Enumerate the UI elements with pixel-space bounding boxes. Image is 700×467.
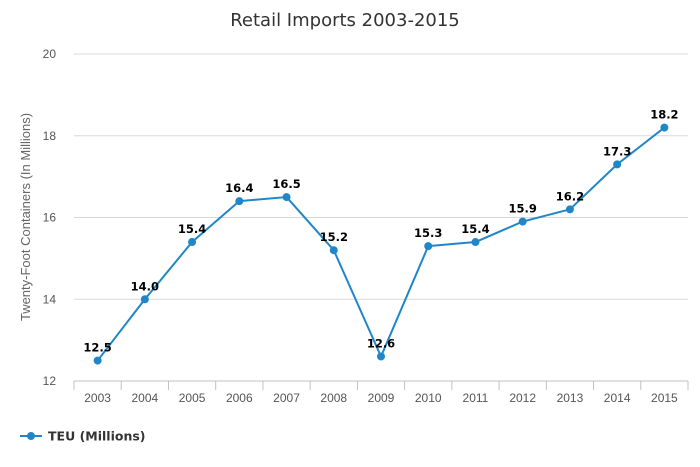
x-tick-label: 2003 [84,391,111,405]
data-label: 15.2 [320,230,348,244]
data-point [188,238,197,247]
chart-title: Retail Imports 2003-2015 [230,10,460,31]
x-tick-label: 2015 [651,391,678,405]
data-point [565,205,574,214]
data-label: 17.3 [603,144,631,158]
y-tick-label: 18 [43,129,57,143]
y-axis: 12 14 16 18 20 [43,47,57,388]
y-tick-label: 12 [43,374,57,388]
data-label: 15.3 [414,226,442,240]
data-point [93,356,102,365]
gridlines [74,53,688,300]
x-tick-label: 2005 [179,391,206,405]
data-label: 15.4 [461,222,489,236]
data-point [329,246,338,255]
data-label: 15.9 [509,202,537,216]
data-point [660,123,669,132]
x-axis: 2003 2004 2005 2006 2007 2008 2009 2010 2011 2012… [73,380,689,405]
data-point [235,197,244,206]
data-label: 18.2 [650,108,678,122]
x-tick-label: 2011 [463,391,489,405]
data-label: 12.5 [83,341,111,355]
data-point [282,193,291,202]
data-label: 15.4 [178,222,206,236]
x-tick-label: 2012 [509,391,536,405]
y-tick-label: 14 [43,292,57,306]
x-tick-label: 2009 [368,391,395,405]
data-point [613,160,622,169]
series-line [96,126,665,362]
legend-marker-icon [27,432,35,440]
y-tick-label: 20 [43,47,57,61]
data-label: 16.5 [272,177,300,191]
legend[interactable]: TEU (Millions) [20,429,146,444]
x-tick-label: 2004 [131,391,158,405]
data-label: 16.2 [556,189,584,203]
data-point [518,217,527,226]
data-point [377,352,385,361]
x-tick-label: 2008 [320,391,347,405]
data-point [424,242,433,251]
x-tick-label: 2013 [557,391,584,405]
data-label: 16.4 [225,181,253,195]
x-tick-label: 2010 [415,391,442,405]
data-point [140,295,149,304]
x-tick-label: 2014 [604,391,631,405]
data-point [471,238,480,247]
y-axis-title: Twenty-Foot Containers (In Millions) [18,113,33,321]
legend-label: TEU (Millions) [48,429,146,444]
x-tick-label: 2007 [273,391,300,405]
series-teu [93,123,669,365]
y-tick-label: 16 [43,211,57,225]
data-label: 12.6 [367,336,395,350]
data-label: 14.0 [131,279,159,293]
x-tick-label: 2006 [226,391,253,405]
data-labels: 12.5 14.0 15.4 16.4 16.5 15.2 12.6 15.3 15.4 15.9… [83,108,678,355]
